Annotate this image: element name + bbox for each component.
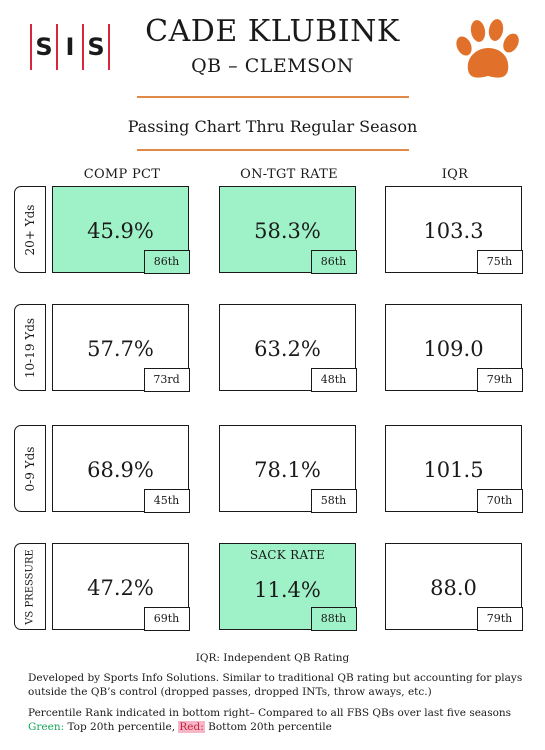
logo-divider — [108, 24, 110, 70]
stat-value: 57.7% — [87, 337, 154, 361]
stat-cell: 47.2% 69th — [52, 543, 190, 631]
stat-cell: 57.7% 73rd — [52, 304, 190, 392]
row-label-vs-pressure: VS PRESSURE — [14, 543, 46, 630]
logo-divider — [30, 24, 32, 70]
row-label-0-9-yds: 0-9 Yds — [14, 425, 46, 512]
position-team: QB – CLEMSON — [191, 55, 354, 77]
stat-cell: 78.1% 58th — [219, 425, 357, 513]
stat-value: 101.5 — [423, 458, 484, 482]
stat-cell: 45.9% 86th — [52, 186, 190, 274]
legend: Green: Top 20th percentile, Red: Bottom … — [28, 720, 528, 734]
stat-value: 68.9% — [87, 458, 154, 482]
logo-letter: S — [35, 33, 53, 61]
stat-value: 63.2% — [254, 337, 321, 361]
stat-cell: 88.0 79th — [385, 543, 523, 631]
percentile-rank: 45th — [143, 488, 190, 513]
stat-cell: 109.0 79th — [385, 304, 523, 392]
percentile-rank: 75th — [476, 249, 523, 274]
sis-logo: S I S — [30, 22, 110, 72]
iqr-definition: IQR: Independent QB Rating — [195, 652, 350, 664]
percentile-rank: 88th — [310, 606, 357, 631]
stat-value: 109.0 — [423, 337, 484, 361]
stat-value: 88.0 — [430, 576, 477, 600]
percentile-rank: 58th — [310, 488, 357, 513]
logo-divider — [82, 24, 84, 70]
player-name: CADE KLUBINK — [145, 14, 400, 49]
stat-value: 45.9% — [87, 219, 154, 243]
legend-red-label: Red: — [178, 721, 205, 733]
row-label-20-plus-yds: 20+ Yds — [14, 186, 46, 273]
stat-value: 103.3 — [423, 219, 484, 243]
column-header-iqr: IQR — [441, 167, 469, 182]
legend-green-text: Top 20th percentile, — [64, 721, 179, 733]
header-rule — [137, 96, 409, 98]
developed-note-line1: Developed by Sports Info Solutions. Simi… — [28, 672, 523, 684]
logo-letter: I — [65, 33, 75, 61]
stat-cell: 58.3% 86th — [219, 186, 357, 274]
percentile-rank: 79th — [476, 367, 523, 392]
tiger-paw-icon — [456, 19, 519, 78]
percentile-rank: 48th — [310, 367, 357, 392]
percentile-rank: 73rd — [143, 367, 190, 392]
stat-cell: 63.2% 48th — [219, 304, 357, 392]
percentile-note: Percentile Rank indicated in bottom righ… — [28, 707, 512, 719]
column-header-on-tgt-rate: ON-TGT RATE — [240, 167, 338, 182]
percentile-rank: 79th — [476, 606, 523, 631]
percentile-rank: 86th — [310, 249, 357, 274]
stat-value: 47.2% — [87, 576, 154, 600]
stat-value: 58.3% — [254, 219, 321, 243]
developed-note-line2: outside the QB’s control (dropped passes… — [28, 686, 432, 698]
stat-value: 11.4% — [254, 578, 321, 602]
row-label-10-19-yds: 10-19 Yds — [14, 304, 46, 391]
stat-cell-label: SACK RATE — [249, 548, 326, 562]
percentile-rank: 86th — [143, 249, 190, 274]
legend-green-label: Green: — [28, 721, 65, 733]
percentile-rank: 70th — [476, 488, 523, 513]
stat-cell: 68.9% 45th — [52, 425, 190, 513]
column-header-comp-pct: COMP PCT — [83, 167, 161, 182]
stat-cell: 103.3 75th — [385, 186, 523, 274]
stat-cell: 101.5 70th — [385, 425, 523, 513]
stat-cell: SACK RATE 11.4% 88th — [219, 543, 357, 631]
header-rule — [137, 149, 409, 151]
logo-divider — [56, 24, 58, 70]
stat-value: 78.1% — [254, 458, 321, 482]
legend-red-text: Bottom 20th percentile — [204, 721, 332, 733]
chart-title: Passing Chart Thru Regular Season — [127, 117, 418, 136]
percentile-rank: 69th — [143, 606, 190, 631]
logo-letter: S — [87, 33, 105, 61]
